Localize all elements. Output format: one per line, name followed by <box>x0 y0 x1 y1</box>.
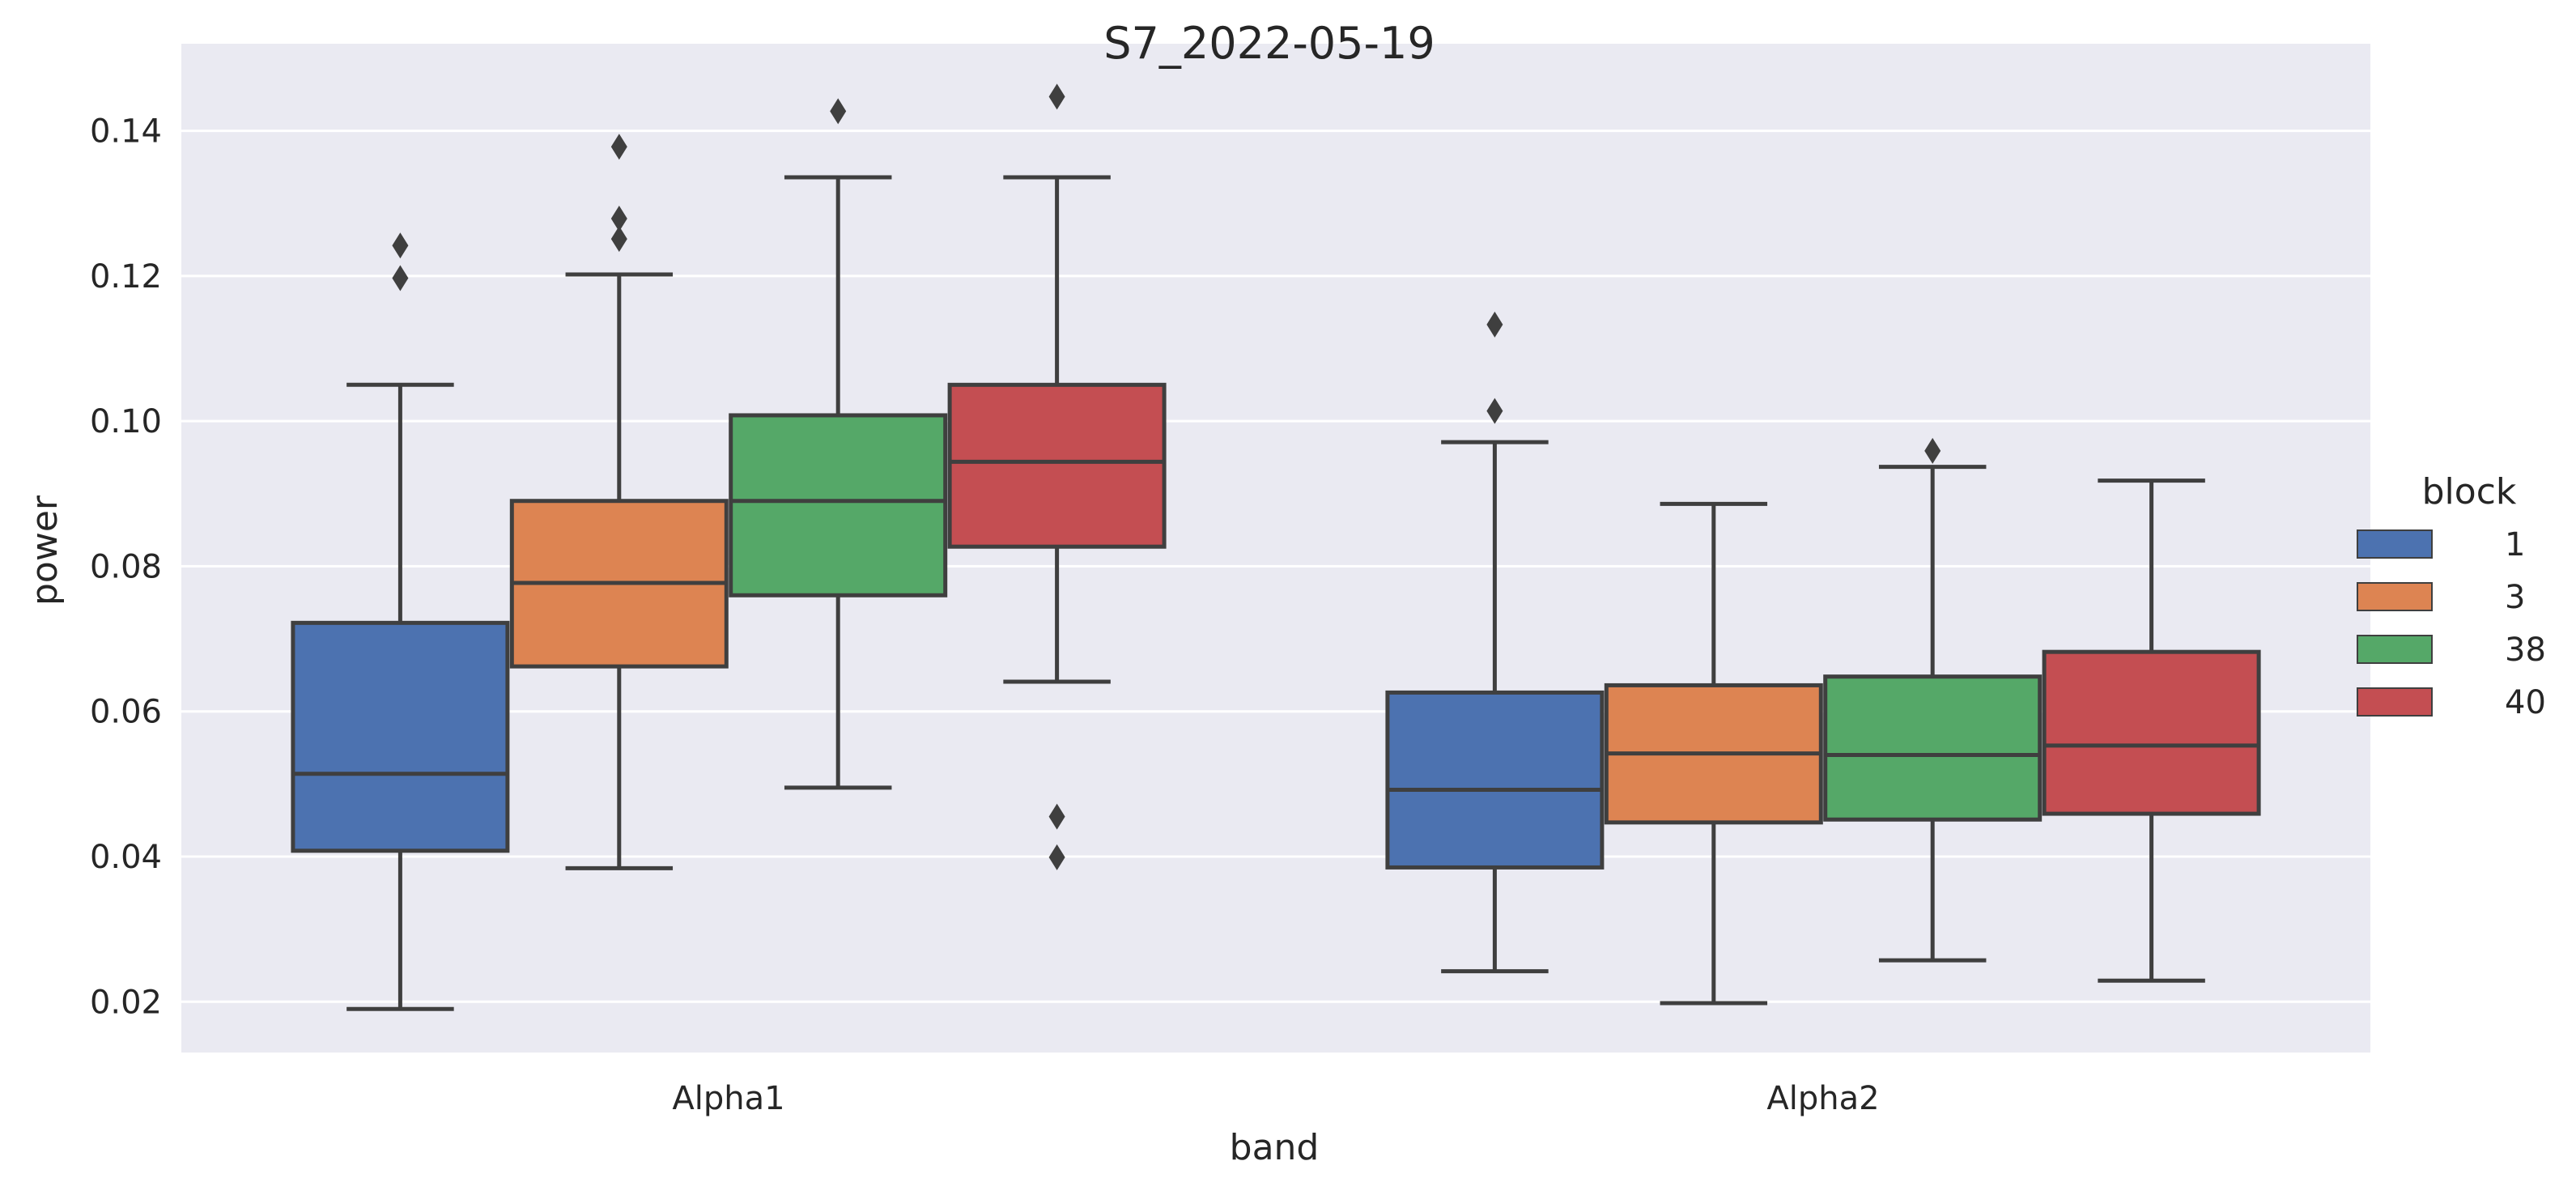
iqr-box <box>947 382 1167 549</box>
y-tick-label: 0.08 <box>90 548 162 585</box>
box-38-Alpha2 <box>1823 437 2043 963</box>
legend-label: 38 <box>2505 632 2546 669</box>
y-tick-labels: 0.02 0.04 0.06 0.08 0.10 0.12 0.14 <box>90 113 162 1022</box>
y-axis-label: power <box>24 495 66 606</box>
iqr-box <box>291 620 510 853</box>
outlier-point <box>1486 311 1503 338</box>
series-38 <box>729 98 2043 963</box>
box-40-Alpha1 <box>947 83 1167 870</box>
iqr-box <box>2042 649 2261 816</box>
legend-swatch <box>2357 687 2433 717</box>
legend-item-3: 3 <box>2357 579 2525 616</box>
outlier-point <box>1048 803 1065 830</box>
x-tick-label: Alpha2 <box>1766 1080 1879 1117</box>
x-tick-labels: Alpha1 Alpha2 <box>672 1080 1879 1117</box>
box-3-Alpha2 <box>1604 501 1823 1006</box>
legend-label: 40 <box>2505 684 2546 721</box>
legend-swatch <box>2357 529 2433 559</box>
legend-item-1: 1 <box>2357 526 2525 563</box>
outlier-point <box>392 265 409 291</box>
legend-item-40: 40 <box>2357 684 2546 721</box>
series-1 <box>291 232 1605 1011</box>
legend-title: block <box>2422 471 2517 512</box>
box-1-Alpha2 <box>1385 311 1605 974</box>
x-axis-label: band <box>1230 1127 1320 1168</box>
outlier-point <box>1048 83 1065 110</box>
legend-label: 3 <box>2505 579 2525 616</box>
box-3-Alpha1 <box>509 134 729 870</box>
legend-swatch <box>2357 635 2433 664</box>
plot-background <box>181 44 2370 1053</box>
box-series <box>291 83 2261 1011</box>
legend: block 1 3 38 40 <box>2357 471 2546 721</box>
y-tick-label: 0.10 <box>90 403 162 440</box>
outlier-point <box>830 98 847 125</box>
box-40-Alpha2 <box>2042 478 2261 983</box>
y-tick-label: 0.06 <box>90 694 162 731</box>
series-40 <box>947 83 2261 983</box>
outlier-point <box>610 134 627 160</box>
box-38-Alpha1 <box>729 98 948 790</box>
outlier-point <box>610 206 627 232</box>
chart-title: S7_2022-05-19 <box>1103 18 1435 69</box>
y-tick-label: 0.12 <box>90 258 162 296</box>
iqr-box <box>1385 690 1605 870</box>
outlier-point <box>1486 398 1503 424</box>
y-tick-label: 0.02 <box>90 984 162 1021</box>
x-tick-label: Alpha1 <box>672 1080 784 1117</box>
outlier-point <box>610 226 627 253</box>
series-3 <box>509 134 1823 1006</box>
outlier-point <box>392 232 409 259</box>
legend-item-38: 38 <box>2357 632 2546 669</box>
iqr-box <box>1823 674 2043 822</box>
y-tick-label: 0.14 <box>90 113 162 151</box>
legend-swatch <box>2357 582 2433 611</box>
legend-label: 1 <box>2505 526 2525 563</box>
box-1-Alpha1 <box>291 232 510 1011</box>
outlier-point <box>1924 437 1941 464</box>
outlier-point <box>1048 844 1065 870</box>
y-tick-label: 0.04 <box>90 839 162 876</box>
iqr-box <box>729 413 948 598</box>
